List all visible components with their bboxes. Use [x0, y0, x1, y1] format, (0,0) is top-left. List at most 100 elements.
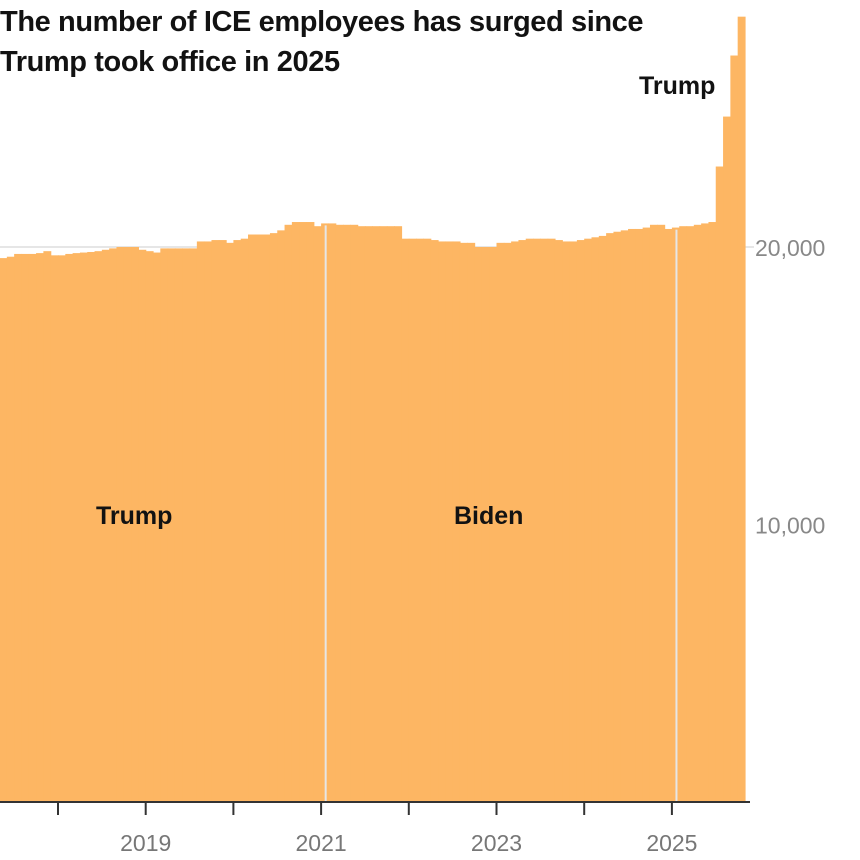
bar: [269, 233, 278, 802]
y-tick-label: 20,000: [755, 235, 825, 261]
bar: [715, 166, 724, 802]
annotation-trump-second-term: Trump: [639, 72, 715, 100]
bar: [438, 241, 446, 802]
bars: [0, 16, 746, 803]
bar: [394, 226, 403, 802]
bar: [540, 238, 549, 803]
annotation-biden-term: Biden: [454, 502, 523, 530]
bar: [277, 230, 286, 803]
bar: [554, 240, 563, 802]
bar: [343, 224, 351, 803]
bar: [357, 226, 366, 802]
bar: [664, 228, 673, 802]
bar: [131, 247, 139, 802]
bar: [430, 240, 439, 802]
bar: [416, 238, 425, 803]
bar: [518, 240, 527, 802]
bar: [167, 248, 176, 802]
bar: [708, 222, 717, 802]
bar: [635, 228, 644, 802]
bar: [6, 256, 15, 802]
bar: [584, 238, 593, 803]
bar: [262, 234, 271, 802]
bar: [14, 253, 23, 802]
bar: [737, 16, 746, 803]
bar: [591, 237, 600, 803]
bar: [299, 222, 308, 802]
bar: [211, 240, 220, 802]
bar: [189, 248, 198, 802]
bar: [291, 222, 300, 802]
bar: [576, 240, 585, 802]
bar: [481, 247, 490, 802]
bar: [613, 231, 622, 803]
bar: [474, 247, 483, 802]
bar: [730, 55, 739, 802]
bar: [101, 249, 110, 802]
bar: [123, 247, 132, 802]
bar: [138, 249, 147, 802]
bar: [255, 234, 264, 802]
bar: [284, 224, 293, 803]
bar: [496, 242, 505, 802]
bar: [28, 253, 37, 802]
annotation-trump-first-term: Trump: [96, 502, 172, 530]
bar: [386, 226, 395, 802]
bar: [328, 223, 337, 803]
bar: [94, 251, 103, 803]
bar: [525, 238, 534, 803]
bar: [372, 226, 381, 802]
bar: [306, 222, 315, 802]
bar: [240, 238, 249, 803]
bar: [452, 241, 461, 802]
bar: [196, 241, 205, 802]
bar: [598, 235, 607, 802]
bar: [533, 238, 541, 803]
bar: [657, 224, 666, 803]
bar: [620, 230, 629, 803]
bar: [204, 241, 213, 802]
bar: [547, 238, 556, 803]
bar: [459, 242, 468, 802]
bar: [174, 248, 183, 802]
bar: [116, 247, 125, 802]
bar: [21, 253, 30, 802]
bar: [503, 242, 512, 802]
bar: [686, 226, 695, 802]
bar: [423, 238, 432, 803]
bar: [50, 255, 59, 802]
bar: [679, 226, 688, 802]
bar: [606, 233, 615, 802]
bar: [153, 252, 161, 803]
bar: [160, 248, 169, 802]
bar: [43, 251, 52, 803]
bar: [445, 241, 454, 802]
x-tick-label: 2023: [471, 830, 522, 856]
bar: [233, 240, 242, 802]
bar: [313, 226, 322, 802]
bar: [562, 241, 571, 802]
bar: [569, 241, 578, 802]
chart-title: The number of ICE employees has surged s…: [0, 6, 644, 78]
bar: [79, 252, 88, 803]
bar: [649, 224, 658, 803]
bar: [642, 227, 651, 802]
bar: [87, 251, 96, 802]
x-axis: 2019 2021 2023 2025: [0, 801, 750, 856]
bar: [58, 255, 66, 802]
bar: [401, 238, 410, 803]
bar: [65, 253, 74, 802]
bar: [701, 223, 710, 803]
bar: [628, 228, 636, 802]
bar: [511, 241, 520, 802]
bar: [72, 253, 81, 803]
bar: [408, 238, 417, 803]
bar: [218, 240, 227, 802]
x-tick-label: 2021: [296, 830, 347, 856]
bar: [467, 242, 476, 802]
bar: [379, 226, 388, 802]
term-dividers: [324, 225, 678, 802]
bar: [145, 251, 154, 803]
bar: [182, 248, 191, 802]
